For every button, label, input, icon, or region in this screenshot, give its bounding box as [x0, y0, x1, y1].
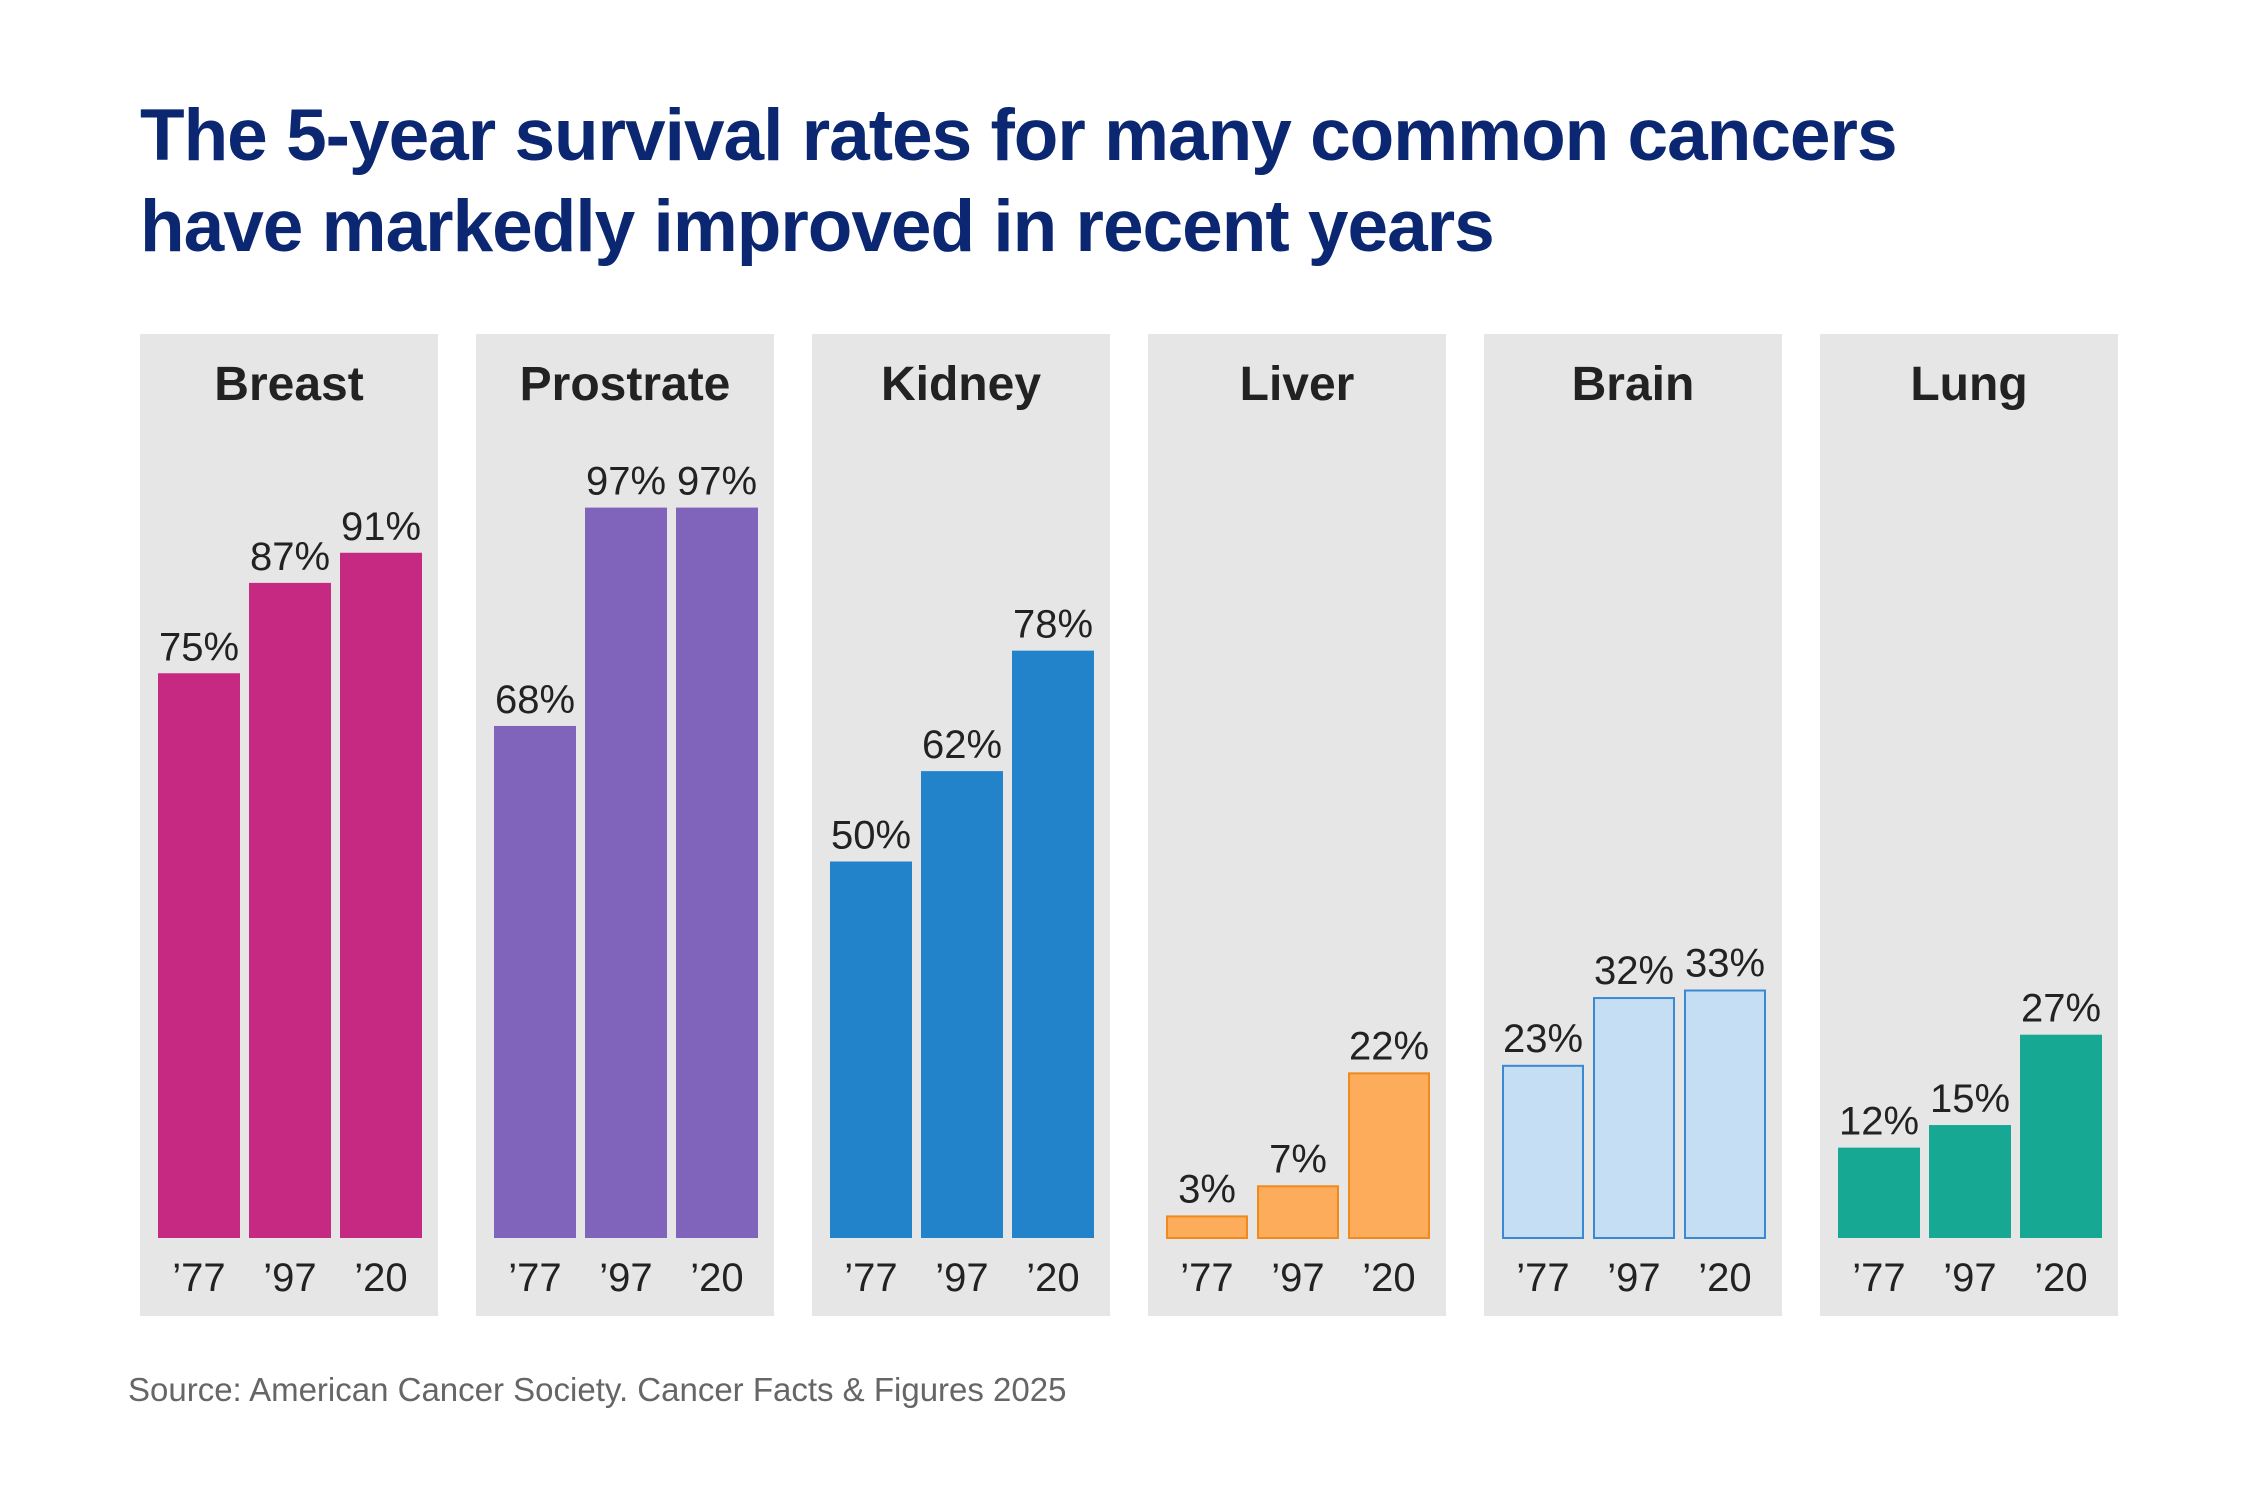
data-label-liver-77: 3% [1178, 1167, 1236, 1211]
bar-kidney-77 [830, 861, 912, 1238]
chart-title-line-1: The 5-year survival rates for many commo… [140, 95, 1898, 176]
bar-prostrate-20 [676, 507, 758, 1239]
tick-label-liver-20: ’20 [1362, 1256, 1415, 1300]
data-label-brain-77: 23% [1503, 1017, 1583, 1061]
panel-title-kidney: Kidney [881, 358, 1041, 411]
data-label-liver-97: 7% [1269, 1137, 1327, 1181]
bar-brain-77 [1502, 1064, 1584, 1240]
bar-breast-20 [340, 552, 422, 1238]
bar-breast-97 [249, 582, 331, 1238]
bar-brain-97 [1593, 997, 1675, 1239]
tick-label-kidney-20: ’20 [1026, 1256, 1079, 1300]
panel-liver: Liver 3% ’77 7% ’97 22% ’20 [1148, 334, 1446, 1316]
panel-brain: Brain 23% ’77 32% ’97 33% ’20 [1484, 334, 1782, 1316]
panel-breast: Breast 75% ’77 87% ’97 91% ’20 [140, 334, 438, 1316]
data-label-kidney-97: 62% [922, 723, 1002, 767]
tick-label-breast-97: ’97 [263, 1256, 316, 1300]
panel-title-liver: Liver [1240, 358, 1355, 411]
chart-title: The 5-year survival rates for many commo… [140, 90, 2140, 272]
panel-prostrate: Prostrate 68% ’77 97% ’97 97% ’20 [476, 334, 774, 1316]
tick-label-brain-77: ’77 [1516, 1256, 1569, 1300]
data-label-breast-97: 87% [250, 535, 330, 579]
bar-lung-20 [2020, 1034, 2102, 1238]
data-label-brain-97: 32% [1594, 949, 1674, 993]
bar-prostrate-97 [585, 507, 667, 1239]
tick-label-breast-77: ’77 [172, 1256, 225, 1300]
tick-label-brain-20: ’20 [1698, 1256, 1751, 1300]
bar-lung-77 [1838, 1147, 1920, 1238]
panel-title-breast: Breast [214, 358, 363, 411]
tick-label-prostrate-97: ’97 [599, 1256, 652, 1300]
panel-title-brain: Brain [1572, 358, 1695, 411]
bar-lung-97 [1929, 1125, 2011, 1238]
bar-kidney-20 [1012, 650, 1094, 1238]
tick-label-liver-77: ’77 [1180, 1256, 1233, 1300]
chart-title-line-2: have markedly improved in recent years [140, 186, 1495, 267]
data-label-lung-77: 12% [1839, 1100, 1919, 1144]
data-label-prostrate-77: 68% [495, 678, 575, 722]
data-label-lung-20: 27% [2021, 987, 2101, 1031]
bar-prostrate-77 [494, 725, 576, 1238]
panel-title-lung: Lung [1910, 358, 2027, 411]
tick-label-breast-20: ’20 [354, 1256, 407, 1300]
tick-label-lung-77: ’77 [1852, 1256, 1905, 1300]
data-label-lung-97: 15% [1930, 1077, 2010, 1121]
panel-title-prostrate: Prostrate [520, 358, 731, 411]
bar-liver-20 [1348, 1072, 1430, 1239]
bar-breast-77 [158, 673, 240, 1238]
data-label-brain-20: 33% [1685, 942, 1765, 986]
bar-kidney-97 [921, 771, 1003, 1238]
data-label-breast-77: 75% [159, 625, 239, 669]
data-label-kidney-20: 78% [1013, 603, 1093, 647]
panel-lung: Lung 12% ’77 15% ’97 27% ’20 [1820, 334, 2118, 1316]
data-label-liver-20: 22% [1349, 1024, 1429, 1068]
tick-label-kidney-77: ’77 [844, 1256, 897, 1300]
source-note: Source: American Cancer Society. Cancer … [128, 1371, 1067, 1408]
panel-kidney: Kidney 50% ’77 62% ’97 78% ’20 [812, 334, 1110, 1316]
tick-label-liver-97: ’97 [1271, 1256, 1324, 1300]
tick-label-prostrate-77: ’77 [508, 1256, 561, 1300]
tick-label-prostrate-20: ’20 [690, 1256, 743, 1300]
tick-label-brain-97: ’97 [1607, 1256, 1660, 1300]
tick-label-lung-20: ’20 [2034, 1256, 2087, 1300]
bar-liver-97 [1257, 1185, 1339, 1240]
data-label-breast-20: 91% [341, 505, 421, 549]
tick-label-lung-97: ’97 [1943, 1256, 1996, 1300]
data-label-kidney-77: 50% [831, 814, 911, 858]
bar-brain-20 [1684, 989, 1766, 1240]
data-label-prostrate-97: 97% [586, 460, 666, 504]
bar-liver-77 [1166, 1215, 1248, 1240]
tick-label-kidney-97: ’97 [935, 1256, 988, 1300]
data-label-prostrate-20: 97% [677, 460, 757, 504]
